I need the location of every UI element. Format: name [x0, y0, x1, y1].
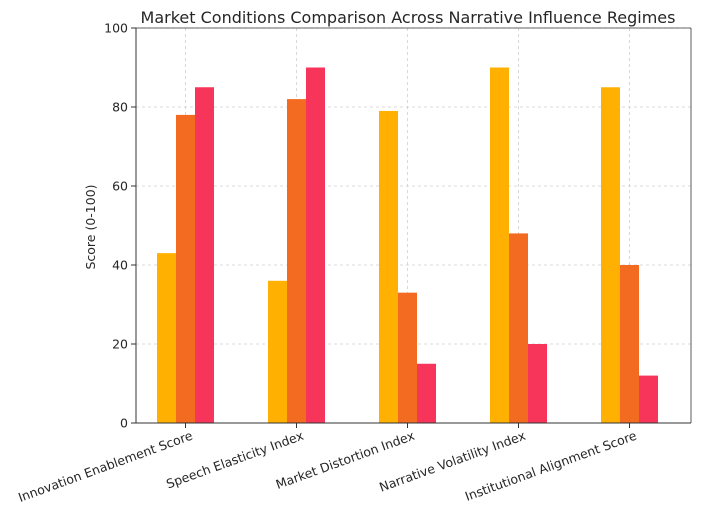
bar — [620, 265, 639, 423]
bar — [509, 233, 528, 423]
y-tick-label: 60 — [112, 179, 128, 194]
bar — [417, 363, 436, 423]
bar — [306, 67, 325, 423]
bar — [268, 280, 287, 423]
bar — [157, 253, 176, 423]
y-tick-label: 100 — [104, 21, 128, 36]
bar — [528, 344, 547, 423]
axes — [135, 27, 692, 424]
bar — [398, 292, 417, 423]
y-tick-label: 40 — [112, 258, 128, 273]
bar — [287, 99, 306, 423]
bars — [157, 67, 658, 424]
bar — [379, 110, 398, 423]
chart-title: Market Conditions Comparison Across Narr… — [141, 8, 676, 27]
y-ticks: 0 20 40 60 80 100 — [104, 21, 136, 431]
y-tick-label: 0 — [120, 416, 128, 431]
bar — [601, 87, 620, 423]
x-tick-label: Innovation Enablement Score — [16, 428, 195, 505]
bar — [639, 375, 658, 423]
y-tick-label: 80 — [112, 100, 128, 115]
bar — [195, 87, 214, 423]
y-axis-label: Score (0-100) — [83, 184, 98, 269]
y-tick-label: 20 — [112, 337, 128, 352]
bar — [490, 67, 509, 423]
bar — [176, 114, 195, 424]
